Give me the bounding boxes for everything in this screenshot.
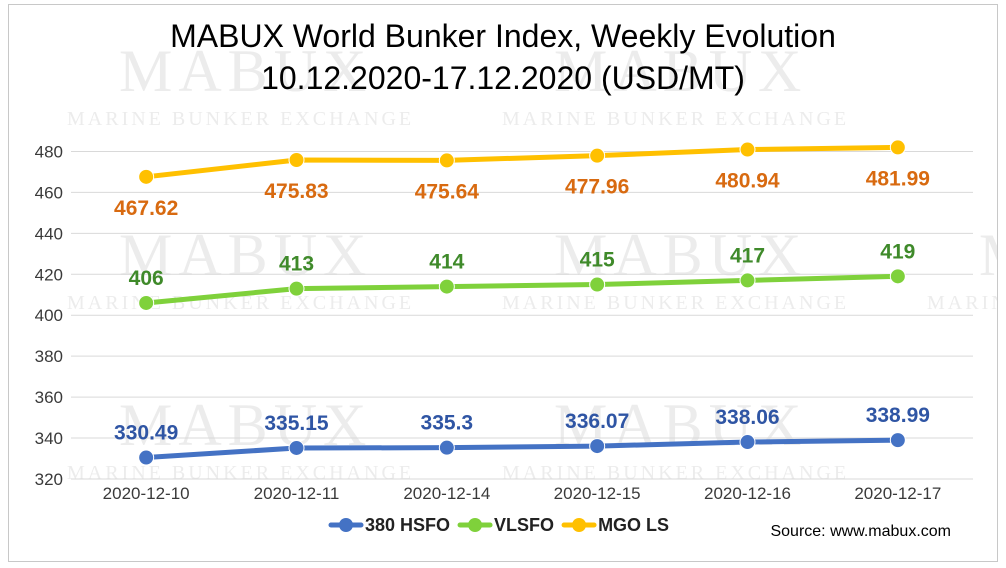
watermark-exchange: MARINE BUNKER EXCHANGE <box>502 462 849 484</box>
chart-title: MABUX World Bunker Index, Weekly Evoluti… <box>170 18 836 54</box>
legend-entry: VLSFO <box>494 515 554 535</box>
legend-swatch-marker <box>468 518 483 532</box>
y-tick-label: 380 <box>35 347 63 366</box>
data-label: 338.06 <box>715 406 779 429</box>
data-point <box>138 168 155 185</box>
data-point <box>739 141 756 158</box>
data-label: 406 <box>129 267 164 290</box>
source-note: Source: www.mabux.com <box>770 523 951 540</box>
series-line-2 <box>143 144 901 180</box>
y-tick-label: 340 <box>35 429 63 448</box>
data-point <box>589 147 606 164</box>
data-point <box>288 152 305 169</box>
y-tick-label: 360 <box>35 388 63 407</box>
gridlines <box>71 150 973 480</box>
x-tick-label: 2020-12-10 <box>103 484 190 503</box>
legend-swatch-marker <box>572 518 587 532</box>
watermark-exchange: MARINE BUNKER EXCHANGE <box>502 108 849 130</box>
data-label: 338.99 <box>866 404 930 427</box>
legend-swatch-marker <box>339 518 353 532</box>
data-label: 415 <box>580 249 615 272</box>
data-point <box>739 272 756 289</box>
y-axis: 320 340 360 380 400 420 440 460 480 <box>35 142 63 489</box>
data-label: 330.49 <box>114 422 178 445</box>
x-tick-label: 2020-12-17 <box>854 484 941 503</box>
data-point <box>589 276 606 293</box>
data-label: 419 <box>880 240 915 263</box>
series-line-1 <box>143 273 901 306</box>
series-points <box>138 139 906 466</box>
watermark-mabux: MABUX <box>119 38 372 104</box>
data-point <box>889 268 906 285</box>
y-tick-label: 480 <box>35 142 63 161</box>
data-label: 481.99 <box>866 167 930 190</box>
data-point <box>438 152 455 169</box>
data-label: 480.94 <box>715 170 780 193</box>
y-tick-label: 400 <box>35 306 63 325</box>
y-tick-label: 460 <box>35 183 63 202</box>
data-point <box>889 139 906 156</box>
data-point <box>889 432 906 449</box>
data-label: 467.62 <box>114 197 178 220</box>
data-labels: 330.49 335.15 335.3 336.07 338.06 338.99 406 41… <box>114 167 930 444</box>
legend: 380 HSFO VLSFO MGO LS <box>328 515 669 535</box>
x-axis: 2020-12-10 2020-12-11 2020-12-14 2020-12-15… <box>103 484 942 503</box>
x-tick-label: 2020-12-15 <box>554 484 641 503</box>
data-point <box>288 439 305 456</box>
x-tick-label: 2020-12-11 <box>254 484 340 503</box>
line-chart: MABUX MARINE BUNKER EXCHANGE MABUX MARINE B… <box>35 18 997 540</box>
data-label: 417 <box>730 244 765 267</box>
watermark-exchange: MARINE BUNKER EXCHANGE <box>502 292 849 314</box>
data-point <box>589 438 606 455</box>
data-point <box>288 280 305 297</box>
legend-entry: MGO LS <box>598 515 669 535</box>
watermark-exchange: MARINE BUNKER EXCHANGE <box>67 108 414 130</box>
x-tick-label: 2020-12-14 <box>403 484 490 503</box>
y-tick-label: 440 <box>35 224 63 243</box>
series-line-0 <box>143 437 901 461</box>
x-tick-label: 2020-12-16 <box>704 484 791 503</box>
series-lines <box>143 144 901 461</box>
data-point <box>739 434 756 451</box>
data-label: 413 <box>279 253 314 276</box>
data-label: 477.96 <box>565 176 629 199</box>
data-label: 475.64 <box>415 180 480 203</box>
data-point <box>438 439 455 456</box>
data-label: 335.15 <box>264 412 329 435</box>
watermark-mabux: MABUX <box>979 222 997 288</box>
data-point <box>438 278 455 295</box>
y-tick-label: 320 <box>35 470 63 489</box>
data-label: 335.3 <box>421 412 474 435</box>
legend-entry: 380 HSFO <box>365 515 450 535</box>
data-label: 475.83 <box>264 180 328 203</box>
watermark-exchange: MARINE BUNKER EXCHANGE <box>67 292 414 314</box>
watermark-layer: MABUX MARINE BUNKER EXCHANGE MABUX MARINE B… <box>67 38 997 484</box>
data-label: 336.07 <box>565 410 629 433</box>
data-label: 414 <box>429 251 464 274</box>
chart-frame: MABUX MARINE BUNKER EXCHANGE MABUX MARINE B… <box>8 4 998 562</box>
data-point <box>138 449 155 466</box>
watermark-exchange: MARINE BUNKER EXCHANGE <box>927 292 997 314</box>
watermark-mabux: MABUX <box>554 38 807 104</box>
watermark-exchange: MARINE BUNKER EXCHANGE <box>67 462 414 484</box>
chart-subtitle: 10.12.2020-17.12.2020 (USD/MT) <box>261 60 745 96</box>
data-point <box>138 294 155 311</box>
y-tick-label: 420 <box>35 265 63 284</box>
